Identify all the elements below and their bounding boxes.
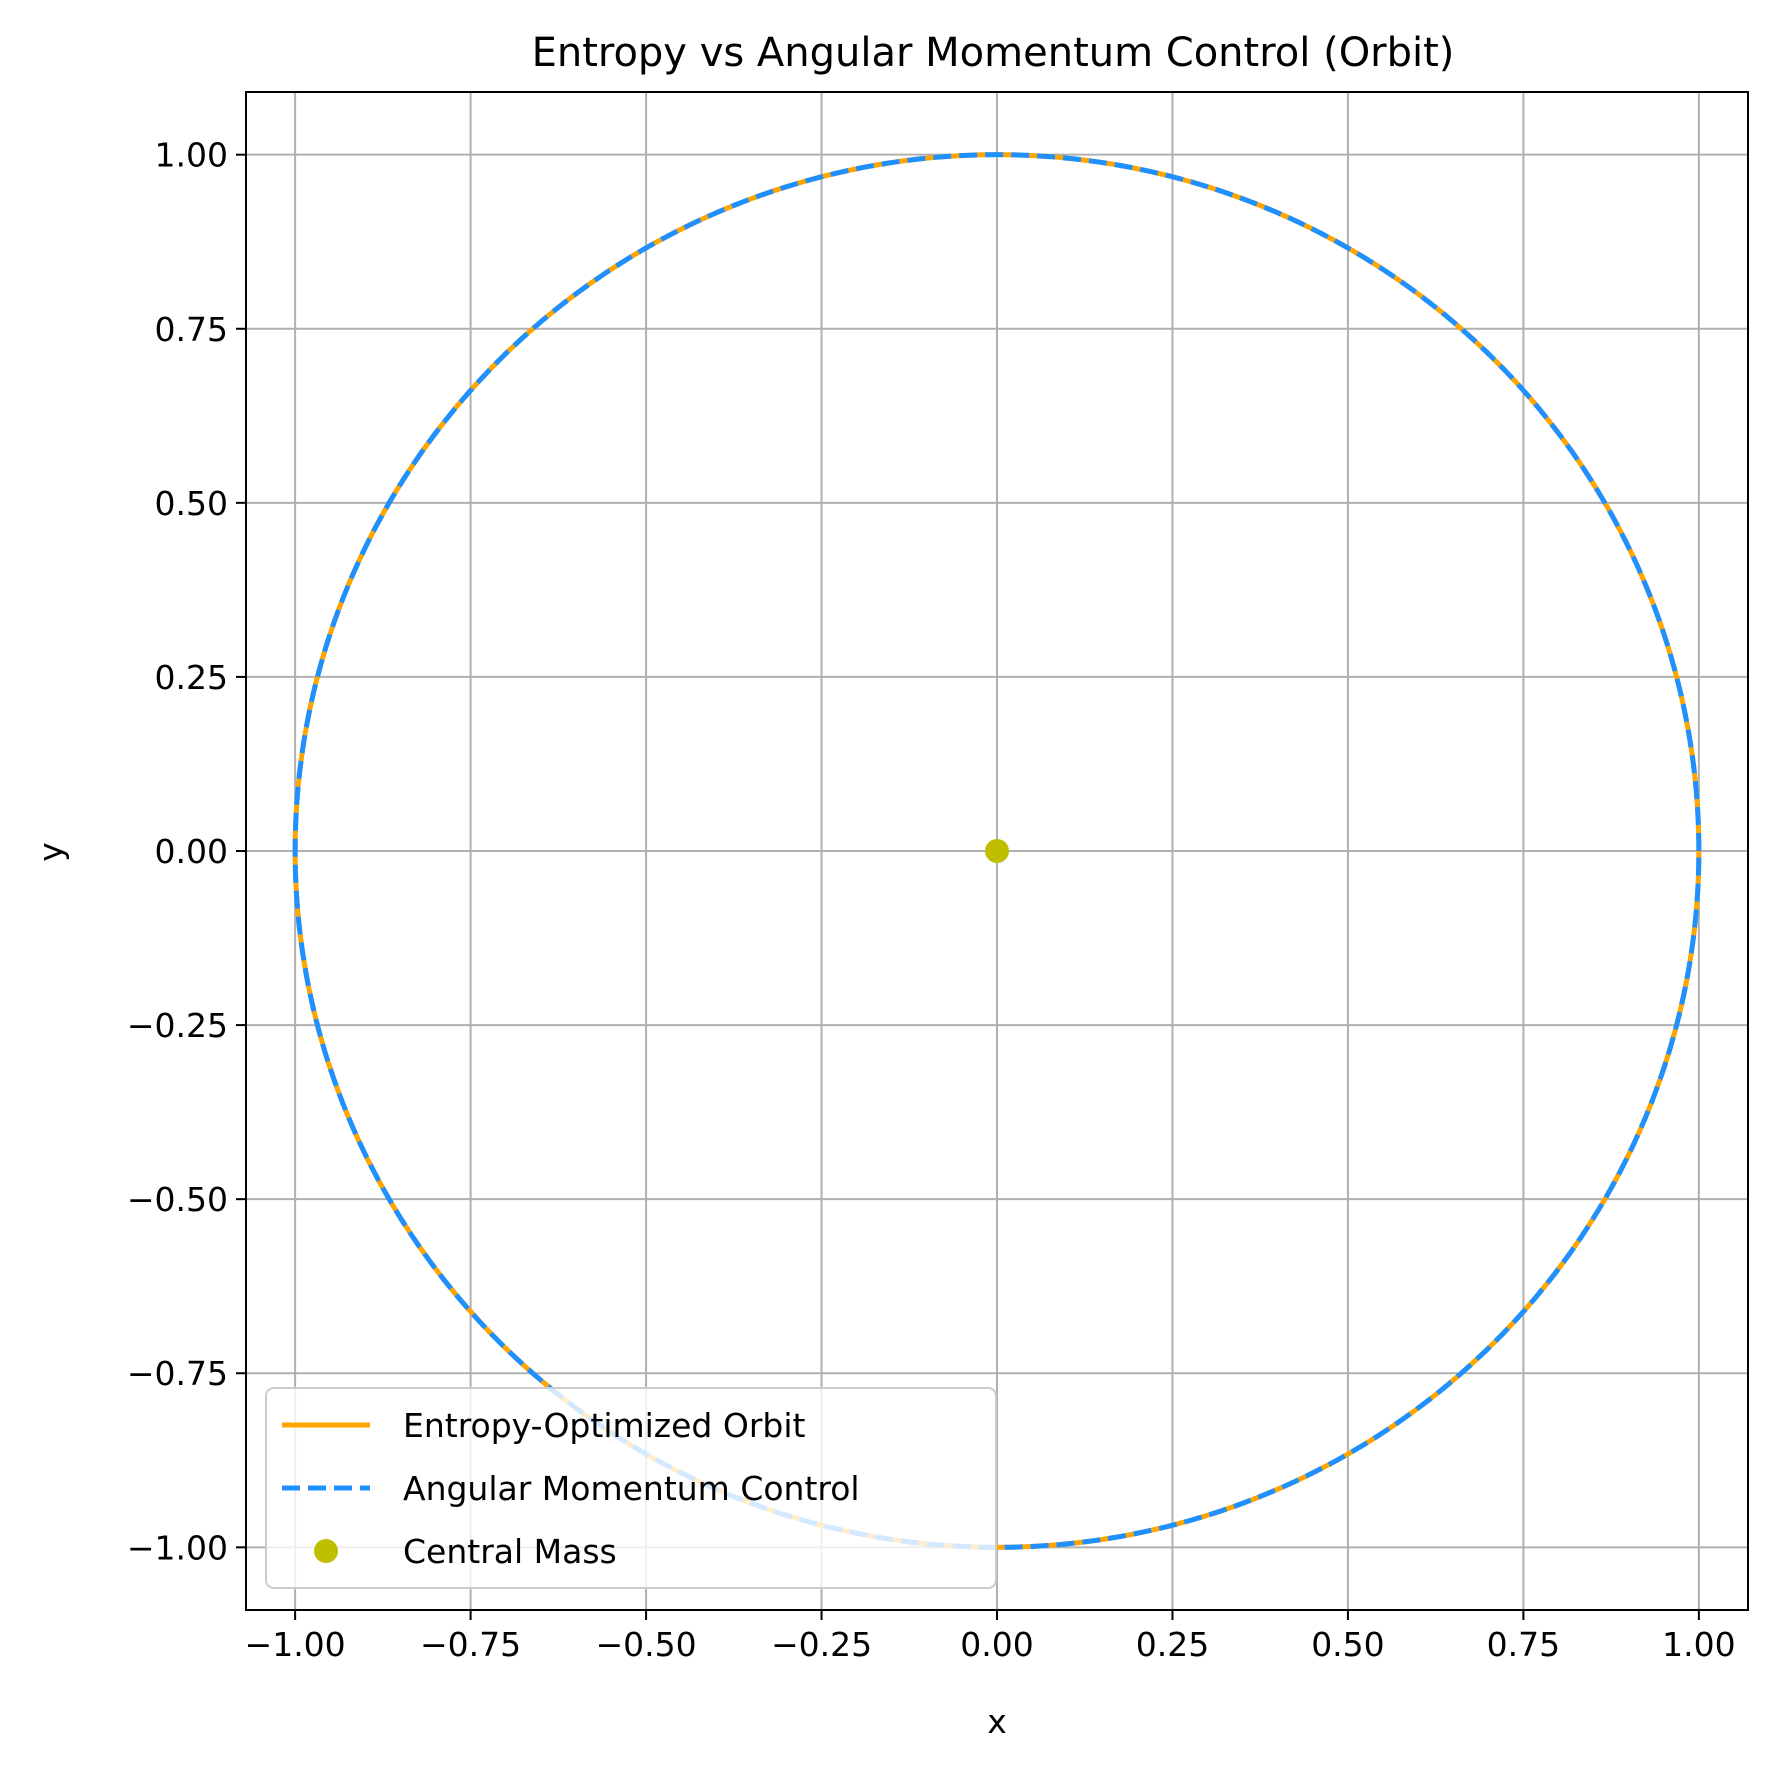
y-tick-label: 1.00	[155, 136, 228, 175]
series-line-angular-momentum	[292, 152, 1702, 1550]
x-tick-label: 0.00	[960, 1625, 1033, 1664]
legend-label-angular-momentum: Angular Momentum Control	[403, 1469, 860, 1508]
plot-area: −1.00 −0.75 −0.50 −0.25 0.00 0.25 0.50 0.75 1.00…	[127, 91, 1749, 1664]
legend: Entropy-Optimized Orbit Angular Momentum…	[265, 1387, 997, 1589]
y-axis-label: y	[31, 842, 70, 862]
y-tick-label: 0.50	[155, 484, 228, 523]
x-tick-label: −0.50	[595, 1625, 696, 1664]
chart-title: Entropy vs Angular Momentum Control (Orb…	[532, 30, 1455, 76]
y-tick-label: −0.75	[127, 1354, 228, 1393]
x-tick-label: −1.00	[245, 1625, 346, 1664]
y-tick-label: −0.50	[127, 1180, 228, 1219]
y-tick-label: −1.00	[127, 1528, 228, 1567]
grid-lines	[246, 92, 1748, 1610]
y-tick-label: −0.25	[127, 1006, 228, 1045]
legend-label-central-mass: Central Mass	[403, 1532, 617, 1571]
y-tick-label: 0.75	[155, 310, 228, 349]
x-tick-label: 0.75	[1487, 1625, 1560, 1664]
x-tick-label: 1.00	[1662, 1625, 1735, 1664]
legend-handle-central-mass	[314, 1539, 338, 1563]
legend-box	[265, 1387, 997, 1589]
x-tick-label: −0.75	[420, 1625, 521, 1664]
central-mass-point	[985, 839, 1009, 863]
x-tick-label: −0.25	[771, 1625, 872, 1664]
x-tick-label: 0.25	[1136, 1625, 1209, 1664]
x-axis-label: x	[987, 1702, 1007, 1741]
y-tick-label: 0.00	[155, 832, 228, 871]
legend-label-entropy-orbit: Entropy-Optimized Orbit	[403, 1406, 806, 1445]
series-layer	[292, 152, 1702, 1550]
y-tick-label: 0.25	[155, 658, 228, 697]
ticks: −1.00 −0.75 −0.50 −0.25 0.00 0.25 0.50 0.75 1.00…	[127, 136, 1736, 1664]
x-tick-label: 0.50	[1311, 1625, 1384, 1664]
